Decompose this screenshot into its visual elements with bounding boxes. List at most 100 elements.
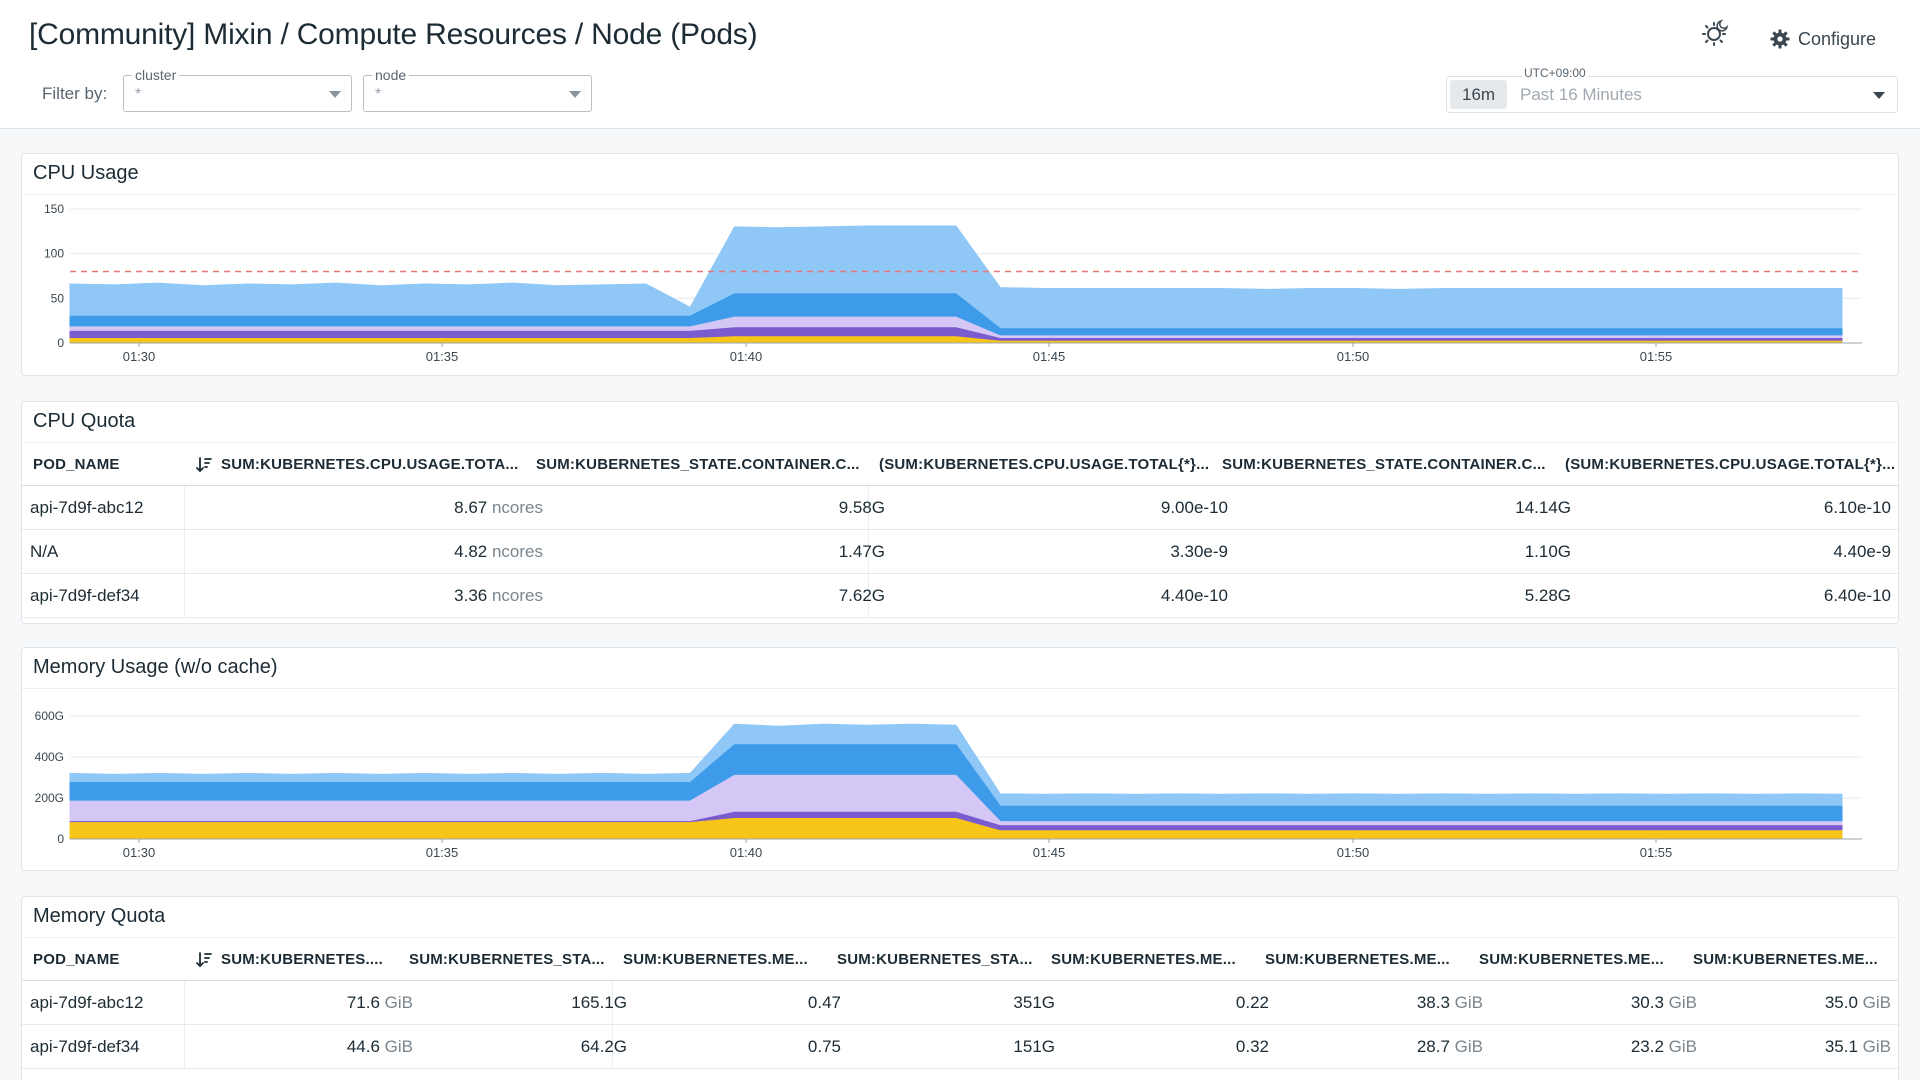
y-tick-label: 200G: [35, 791, 64, 805]
theme-toggle-button[interactable]: [1700, 18, 1730, 48]
column-header[interactable]: SUM:KUBERNETES.ME...: [1051, 951, 1236, 968]
table-row[interactable]: api-7d9f-abc12 71.6 GiB 165.1G 0.47 351G…: [22, 981, 1898, 1025]
column-header-sorted[interactable]: SUM:KUBERNETES....: [195, 938, 407, 981]
table-cell: 0.32: [1235, 1037, 1269, 1056]
table-cell: 4.82 ncores: [454, 542, 543, 561]
table-header: POD_NAME SUM:KUBERNETES.... SUM:KUBERNET…: [22, 938, 1898, 981]
sort-descending-icon: [196, 457, 212, 473]
column-header-sorted[interactable]: SUM:KUBERNETES.CPU.USAGE.TOTA...: [195, 443, 535, 486]
column-separator: [184, 530, 185, 573]
column-separator: [868, 530, 869, 573]
pod-name-cell: api-7d9f-abc12: [30, 498, 144, 517]
chevron-down-icon: [329, 91, 341, 98]
x-tick-label: 01:35: [426, 349, 459, 364]
node-filter-label: node: [372, 67, 410, 83]
table-cell: 7.62G: [838, 586, 885, 605]
y-tick-label: 0: [57, 336, 64, 350]
chevron-down-icon: [569, 91, 581, 98]
panel-divider: [22, 194, 1898, 195]
x-tick-label: 01:45: [1033, 349, 1066, 364]
table-row[interactable]: api-7d9f-abc12 8.67 ncores 9.58G 9.00e-1…: [22, 486, 1898, 530]
x-tick-label: 01:55: [1640, 845, 1673, 860]
column-header[interactable]: (SUM:KUBERNETES.CPU.USAGE.TOTAL{*}...: [879, 456, 1210, 473]
table-cell: 1.10G: [1524, 542, 1571, 561]
cpu-usage-chart[interactable]: 150 100 50 0 01:30 01:35 01:40 01:45 01:50 01:55: [22, 195, 1898, 375]
column-separator: [184, 574, 185, 617]
column-separator: [184, 981, 185, 1024]
node-filter-value: *: [375, 86, 382, 103]
column-header-label: SUM:KUBERNETES....: [221, 951, 383, 968]
table-cell: 4.40e-9: [1833, 542, 1891, 561]
pod-name-cell: api-7d9f-def34: [30, 586, 140, 605]
x-tick-label: 01:35: [426, 845, 459, 860]
table-cell: 30.3 GiB: [1630, 993, 1697, 1012]
table-row[interactable]: api-7d9f-def34 44.6 GiB 64.2G 0.75 151G …: [22, 1025, 1898, 1069]
table-cell: 35.1 GiB: [1824, 1037, 1891, 1056]
column-separator: [184, 486, 185, 529]
table-cell: 4.40e-10: [1160, 586, 1228, 605]
table-cell: 28.7 GiB: [1416, 1037, 1483, 1056]
pod-name-cell: N/A: [30, 542, 59, 561]
column-header[interactable]: POD_NAME: [33, 951, 120, 968]
memory-quota-panel: Memory Quota POD_NAME SUM:KUBERNETES....…: [21, 896, 1899, 1080]
time-range-picker[interactable]: UTC+09:00 16m Past 16 Minutes: [1446, 66, 1898, 113]
column-header[interactable]: POD_NAME: [33, 456, 120, 473]
node-filter[interactable]: node *: [363, 67, 592, 112]
table-row[interactable]: N/A 4.82 ncores 1.47G 3.30e-9 1.10G 4.40…: [22, 530, 1898, 574]
memory-usage-panel: Memory Usage (w/o cache) 600G 400G 200G 0 01…: [21, 647, 1899, 871]
column-header[interactable]: SUM:KUBERNETES.ME...: [623, 951, 808, 968]
cpu-usage-panel: CPU Usage 150 100 50 0 01:30 01:35 01:40 01:45 0…: [21, 153, 1899, 376]
column-header[interactable]: SUM:KUBERNETES.ME...: [1479, 951, 1664, 968]
column-separator: [612, 1025, 613, 1068]
column-header[interactable]: SUM:KUBERNETES.ME...: [1693, 951, 1878, 968]
table-cell: 0.22: [1235, 993, 1269, 1012]
table-cell: 0.47: [807, 993, 841, 1012]
x-tick-label: 01:50: [1337, 349, 1370, 364]
y-tick-label: 100: [44, 247, 64, 261]
column-header[interactable]: SUM:KUBERNETES_STATE.CONTAINER.C...: [1222, 456, 1546, 473]
memory-quota-table: POD_NAME SUM:KUBERNETES.... SUM:KUBERNET…: [22, 938, 1898, 1069]
panel-title: Memory Quota: [33, 905, 166, 927]
sun-moon-icon: [1702, 19, 1729, 46]
table-cell: 151G: [1013, 1037, 1055, 1056]
panel-divider: [22, 442, 1898, 443]
table-cell: 8.67 ncores: [454, 498, 543, 517]
table-cell: 38.3 GiB: [1416, 993, 1483, 1012]
y-tick-label: 400G: [35, 750, 64, 764]
table-cell: 3.30e-9: [1170, 542, 1228, 561]
table-cell: 1.47G: [838, 542, 885, 561]
table-cell: 5.28G: [1524, 586, 1571, 605]
table-cell: 6.10e-10: [1823, 498, 1891, 517]
x-tick-label: 01:40: [730, 349, 763, 364]
memory-usage-chart[interactable]: 600G 400G 200G 0 01:30 01:35 01:40 01:45 01:50 01…: [22, 689, 1898, 870]
configure-button[interactable]: Configure: [1770, 24, 1876, 54]
column-separator: [612, 981, 613, 1024]
timezone-label: UTC+09:00: [1522, 66, 1588, 80]
table-row[interactable]: api-7d9f-def34 3.36 ncores 7.62G 4.40e-1…: [22, 574, 1898, 618]
pod-name-cell: api-7d9f-def34: [30, 1037, 140, 1056]
cluster-filter[interactable]: cluster *: [123, 67, 352, 112]
table-cell: 0.75: [807, 1037, 841, 1056]
y-tick-label: 600G: [35, 709, 64, 723]
column-header[interactable]: SUM:KUBERNETES.ME...: [1265, 951, 1450, 968]
column-header[interactable]: (SUM:KUBERNETES.CPU.USAGE.TOTAL{*}...: [1565, 456, 1895, 473]
y-tick-label: 50: [51, 291, 65, 305]
time-range-badge: 16m: [1450, 80, 1508, 109]
table-cell: 351G: [1013, 993, 1055, 1012]
table-cell: 35.0 GiB: [1824, 993, 1891, 1012]
time-range-text: Past 16 Minutes: [1520, 85, 1642, 104]
x-tick-label: 01:55: [1640, 349, 1673, 364]
column-header[interactable]: SUM:KUBERNETES_STA...: [837, 951, 1033, 968]
table-cell: 71.6 GiB: [346, 993, 413, 1012]
table-cell: 165.1G: [571, 993, 627, 1012]
column-header[interactable]: SUM:KUBERNETES_STA...: [409, 951, 605, 968]
cpu-quota-table: POD_NAME SUM:KUBERNETES.CPU.USAGE.TOTA..…: [22, 443, 1898, 618]
gear-icon: [1770, 29, 1790, 49]
column-separator: [868, 486, 869, 529]
filter-label: Filter by:: [42, 84, 108, 103]
column-header[interactable]: SUM:KUBERNETES_STATE.CONTAINER.C...: [536, 456, 860, 473]
column-header-label: SUM:KUBERNETES.CPU.USAGE.TOTA...: [221, 456, 519, 473]
table-cell: 64.2G: [580, 1037, 627, 1056]
table-cell: 3.36 ncores: [454, 586, 543, 605]
chevron-down-icon: [1873, 92, 1885, 99]
